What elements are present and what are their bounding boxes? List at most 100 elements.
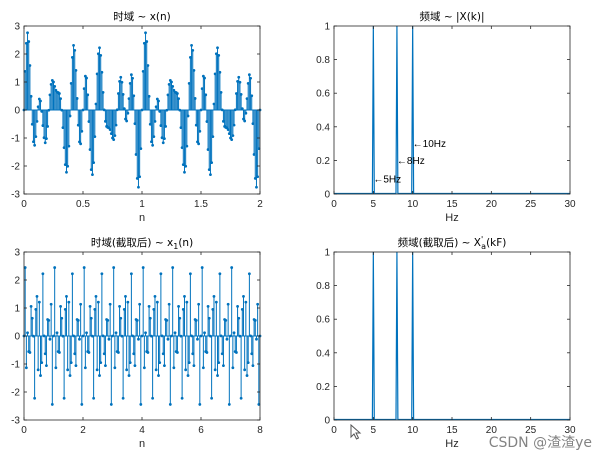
stem-marker	[128, 361, 132, 365]
stem-marker	[85, 331, 88, 335]
stem-marker	[119, 75, 123, 79]
stem-marker	[73, 49, 77, 52]
plot-area	[334, 252, 570, 420]
stem-marker	[137, 337, 140, 341]
stem-marker	[46, 125, 49, 128]
x-tick-label: 25	[525, 199, 537, 210]
stem-marker	[107, 337, 111, 341]
stem-marker	[227, 403, 231, 406]
stem-marker	[68, 374, 72, 377]
stem-marker	[190, 43, 193, 47]
y-tick-label: -2	[11, 162, 20, 173]
stem-marker	[185, 144, 189, 148]
x-tick-label: 2	[80, 425, 86, 436]
stem-marker	[91, 173, 94, 177]
stem-marker	[93, 135, 97, 139]
stem-marker	[75, 97, 79, 100]
stem-marker	[132, 94, 136, 98]
stem-marker	[218, 70, 222, 74]
stem-marker	[204, 93, 208, 97]
stem-marker	[80, 129, 84, 133]
stem-marker	[222, 364, 225, 367]
stem-marker	[92, 396, 96, 400]
x-tick-label: 15	[446, 425, 458, 436]
stem-marker	[118, 305, 121, 308]
stem-marker	[26, 31, 29, 35]
stem-marker	[247, 73, 251, 77]
stem-marker	[76, 319, 80, 322]
stem-marker	[177, 305, 180, 308]
stem-marker	[250, 94, 254, 98]
stem-marker	[159, 272, 163, 276]
stem-marker	[147, 305, 151, 308]
stem-marker	[212, 295, 216, 298]
stem-marker	[109, 403, 113, 406]
stem-marker	[235, 351, 238, 354]
stem-marker	[24, 366, 28, 370]
stem-marker	[194, 319, 198, 322]
stem-marker	[196, 337, 199, 341]
stem-marker	[119, 316, 123, 320]
stem-marker	[94, 295, 98, 298]
stem-marker	[58, 351, 61, 354]
stem-marker	[155, 300, 159, 304]
stem-marker	[217, 361, 221, 365]
stem-marker	[138, 302, 142, 306]
stem-marker	[74, 364, 78, 367]
y-tick-label: 1	[14, 78, 20, 89]
stem-marker	[96, 300, 100, 304]
stem-marker	[69, 361, 73, 365]
stem-marker	[83, 366, 87, 370]
stem-marker	[99, 361, 103, 365]
stem-marker	[210, 161, 214, 165]
stem-marker	[256, 175, 260, 179]
stem-marker	[27, 40, 31, 43]
stem-marker	[186, 114, 190, 118]
stem-marker	[145, 40, 149, 43]
y-tick-label: 0.4	[316, 348, 330, 359]
stem-marker	[255, 185, 258, 189]
y-tick-label: -1	[11, 134, 20, 145]
y-tick-label: 0.8	[316, 55, 330, 66]
stem-marker	[152, 135, 156, 139]
x-tick-label: 0	[21, 199, 27, 210]
x-tick-label: 5	[371, 425, 377, 436]
stem-marker	[74, 69, 78, 72]
stem-marker	[163, 137, 166, 141]
chart-title: 时域(截取后) ~ x1(n)	[91, 236, 193, 251]
stem-marker	[251, 364, 255, 367]
stem-marker	[151, 143, 155, 147]
peak-annotation: ←8Hz	[397, 156, 425, 167]
stem-marker	[41, 272, 45, 276]
stem-marker	[98, 374, 101, 377]
x-tick-label: 0	[21, 425, 27, 436]
chart-title: 频域(截取后) ~ X' a(kF)	[398, 235, 507, 251]
stem-marker	[153, 295, 157, 298]
x-axis-label: n	[139, 212, 145, 224]
stem-marker	[230, 266, 234, 269]
stem-marker	[114, 123, 118, 127]
stem-marker	[142, 366, 146, 370]
stem-marker	[237, 75, 241, 79]
stem-marker	[78, 337, 81, 341]
stem-marker	[242, 295, 245, 298]
stem-marker	[153, 119, 157, 123]
stem-marker	[146, 64, 150, 67]
stem-marker	[52, 80, 55, 84]
stem-marker	[79, 142, 83, 146]
stem-marker	[113, 366, 117, 370]
stem-marker	[219, 91, 223, 94]
peak-annotation: ←5Hz	[373, 174, 401, 185]
chart-4: 0 5 10 15 20 25 30 0 0.2 0.4 0.6 0.8 1 Hz 频域(截取后) ~ X'…	[316, 235, 576, 450]
chart-title: 时域 ~ x(n)	[113, 10, 171, 23]
stem-marker	[205, 351, 209, 354]
stem-marker	[188, 272, 192, 276]
stem-marker	[85, 76, 88, 80]
stem-marker	[158, 361, 162, 365]
stem-marker	[206, 305, 210, 308]
stem-marker	[133, 364, 137, 367]
x-tick-label: 20	[486, 199, 498, 210]
stem-marker	[54, 366, 58, 370]
stem-marker	[112, 266, 116, 269]
stem-marker	[60, 316, 64, 320]
